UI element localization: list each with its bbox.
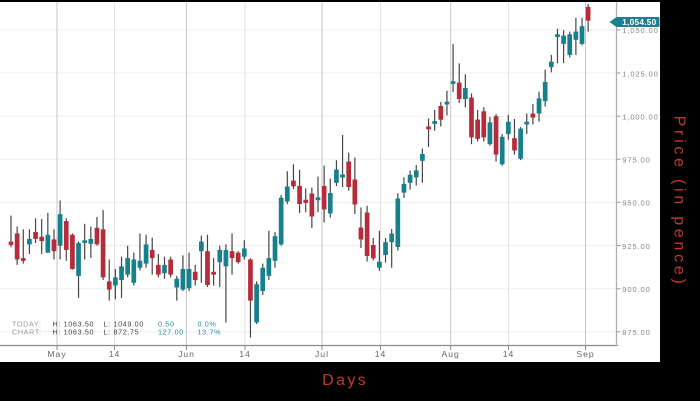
svg-text:1,000.00: 1,000.00: [622, 113, 658, 122]
svg-text:975.00: 975.00: [622, 156, 650, 165]
svg-text:Jun: Jun: [178, 349, 195, 359]
svg-text:Aug: Aug: [442, 349, 460, 359]
svg-text:14: 14: [239, 349, 251, 359]
svg-text:Price (in pence): Price (in pence): [671, 116, 688, 288]
svg-text:1,054.50: 1,054.50: [622, 18, 656, 27]
svg-text:14: 14: [503, 349, 515, 359]
svg-text:L: 1049.00: L: 1049.00: [104, 319, 144, 328]
svg-text:Sep: Sep: [576, 349, 594, 359]
svg-text:1,050.00: 1,050.00: [622, 26, 658, 35]
svg-text:Days: Days: [322, 372, 368, 389]
svg-text:TODAY:: TODAY:: [12, 319, 42, 328]
svg-text:127.00: 127.00: [158, 327, 184, 336]
svg-text:0.50: 0.50: [158, 319, 175, 328]
svg-text:H: 1063.50: H: 1063.50: [53, 327, 95, 336]
svg-text:May: May: [47, 349, 66, 359]
svg-text:13.7%: 13.7%: [198, 327, 222, 336]
svg-text:14: 14: [375, 349, 387, 359]
svg-text:950.00: 950.00: [622, 199, 650, 208]
svg-text:875.00: 875.00: [622, 328, 650, 337]
svg-text:Jul: Jul: [315, 349, 329, 359]
svg-text:L: 872.75: L: 872.75: [104, 327, 140, 336]
svg-text:925.00: 925.00: [622, 242, 650, 251]
svg-text:14: 14: [109, 349, 121, 359]
svg-text:1,025.00: 1,025.00: [622, 69, 658, 78]
svg-text:CHART:: CHART:: [12, 327, 42, 336]
svg-text:900.00: 900.00: [622, 285, 650, 294]
svg-text:H: 1063.50: H: 1063.50: [53, 319, 95, 328]
svg-text:0.0%: 0.0%: [198, 319, 217, 328]
